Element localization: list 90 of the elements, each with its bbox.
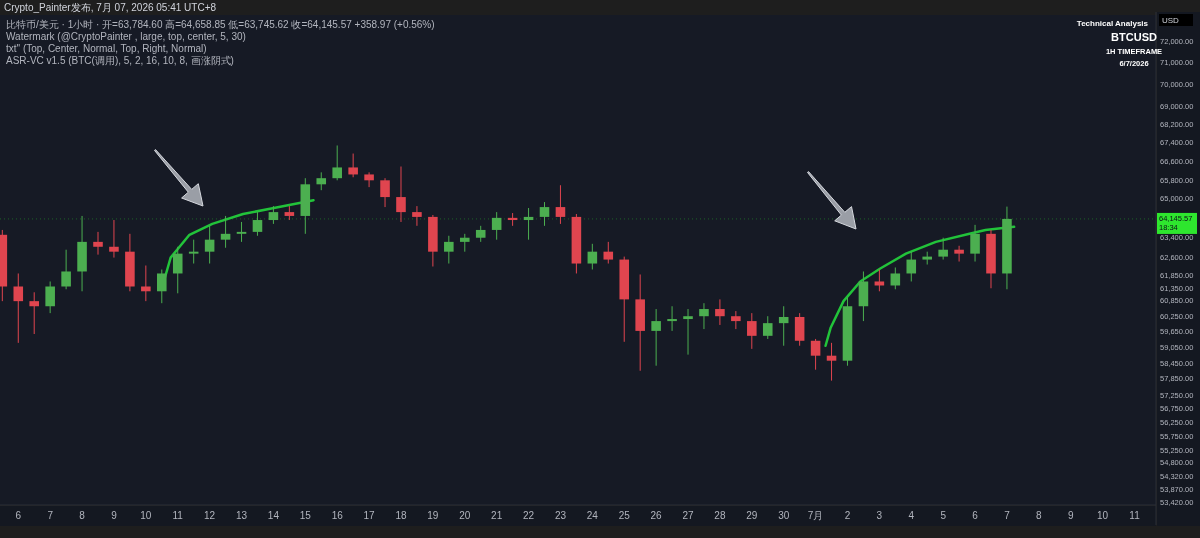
x-tick-label: 28 xyxy=(714,510,726,521)
x-tick-label: 4 xyxy=(908,510,915,521)
x-tick-label: 17 xyxy=(363,510,376,521)
x-tick-label: 5 xyxy=(940,510,947,521)
x-tick-label: 29 xyxy=(746,510,758,521)
candlestick xyxy=(587,243,598,270)
candlestick xyxy=(794,312,805,347)
annotation: Watermark (@CryptoPainter , large, top, center, 5, 30) xyxy=(6,31,246,42)
candlestick xyxy=(204,225,215,265)
candlestick xyxy=(444,235,454,265)
candlestick xyxy=(13,272,24,344)
x-tick-label: 23 xyxy=(554,510,567,521)
candlestick xyxy=(810,338,821,371)
x-tick-label: 11 xyxy=(172,510,184,521)
candlestick xyxy=(731,310,741,330)
x-tick-label: 20 xyxy=(459,510,471,521)
x-tick-label: 3 xyxy=(876,510,883,521)
x-tick-label: 11 xyxy=(1129,510,1141,521)
candlestick xyxy=(651,308,661,367)
annotation: BTCUSD xyxy=(1111,31,1157,43)
candlestick xyxy=(220,215,231,249)
x-tick-label: 24 xyxy=(586,510,599,521)
candlestick xyxy=(29,291,39,335)
candlestick xyxy=(603,241,614,265)
x-tick-label: 25 xyxy=(618,510,631,521)
annotation: 比特币/美元 · 1小时 · 开=63,784.60 高=64,658.85 低=63,745.62 收=64,145.57 +358.97 (+0.56%) xyxy=(6,19,435,30)
candlestick xyxy=(523,207,534,241)
candlestick xyxy=(954,245,964,263)
candlestick xyxy=(715,298,725,326)
x-tick-label: 19 xyxy=(427,510,439,521)
x-tick-label: 7 xyxy=(47,510,54,521)
candlestick xyxy=(172,246,183,294)
candlestick xyxy=(890,267,901,290)
candlestick xyxy=(396,166,406,223)
x-tick-label: 21 xyxy=(491,510,503,521)
candlestick xyxy=(157,268,167,304)
candlestick xyxy=(332,144,342,181)
annotation: Technical Analysis xyxy=(1076,19,1149,28)
candlestick xyxy=(188,239,199,265)
x-tick-label: 6 xyxy=(972,510,979,521)
x-tick-label: 16 xyxy=(331,510,344,521)
candlestick xyxy=(491,211,502,241)
candlestick xyxy=(683,308,693,356)
candlestick xyxy=(45,280,55,314)
candlestick xyxy=(762,315,773,340)
x-tick-label: 7 xyxy=(1004,510,1011,521)
annotation: ASR-VC v1.5 (BTC(调用), 5, 2, 16, 10, 8, 画涨阴式) xyxy=(6,55,234,66)
candlestick xyxy=(93,231,103,256)
candlestick xyxy=(412,205,422,227)
candlestick xyxy=(747,312,757,350)
annotation: txt" (Top, Center, Normal, Top, Right, Normal) xyxy=(6,43,207,54)
candlestick xyxy=(236,221,247,243)
y-axis-title: USD xyxy=(1162,16,1180,25)
x-tick-label: 10 xyxy=(1097,510,1109,521)
candlestick xyxy=(109,219,119,259)
candlestick xyxy=(555,184,566,225)
x-tick-label: 10 xyxy=(140,510,152,521)
x-tick-label: 14 xyxy=(267,510,280,521)
candlestick xyxy=(699,302,709,330)
x-tick-label: 15 xyxy=(299,510,312,521)
x-tick-label: 18 xyxy=(395,510,407,521)
candlestick xyxy=(141,265,151,302)
x-tick-label: 12 xyxy=(204,510,216,521)
x-tick-label: 6 xyxy=(15,510,22,521)
x-tick-label: 8 xyxy=(79,510,86,521)
candlestick xyxy=(667,305,677,332)
x-tick-label: 13 xyxy=(235,510,248,521)
candlestick xyxy=(61,249,71,290)
x-tick-label: 9 xyxy=(111,510,118,521)
x-tick-label: 22 xyxy=(522,510,535,521)
x-tick-label: 9 xyxy=(1067,510,1074,521)
x-tick-label: 7月 xyxy=(807,510,824,521)
x-tick-label: 27 xyxy=(682,510,695,521)
candlestick xyxy=(826,342,837,382)
candlestick xyxy=(874,268,885,292)
candlestick xyxy=(348,153,358,178)
candlestick xyxy=(906,251,917,282)
x-tick-label: 30 xyxy=(778,510,790,521)
candlestick xyxy=(938,237,948,261)
x-tick-label: 26 xyxy=(650,510,663,521)
candlestick xyxy=(539,201,550,227)
x-tick-label: 8 xyxy=(1036,510,1043,521)
candlestick xyxy=(778,305,789,347)
line-series xyxy=(824,225,1016,347)
candlestick xyxy=(252,211,263,237)
candlestick xyxy=(364,171,374,188)
text: Crypto_Painter发布, 7月 07, 2026 05:41 UTC+8 xyxy=(4,2,217,13)
candlestick xyxy=(380,177,390,208)
x-tick-label: 2 xyxy=(844,510,851,521)
candlestick xyxy=(970,224,980,263)
